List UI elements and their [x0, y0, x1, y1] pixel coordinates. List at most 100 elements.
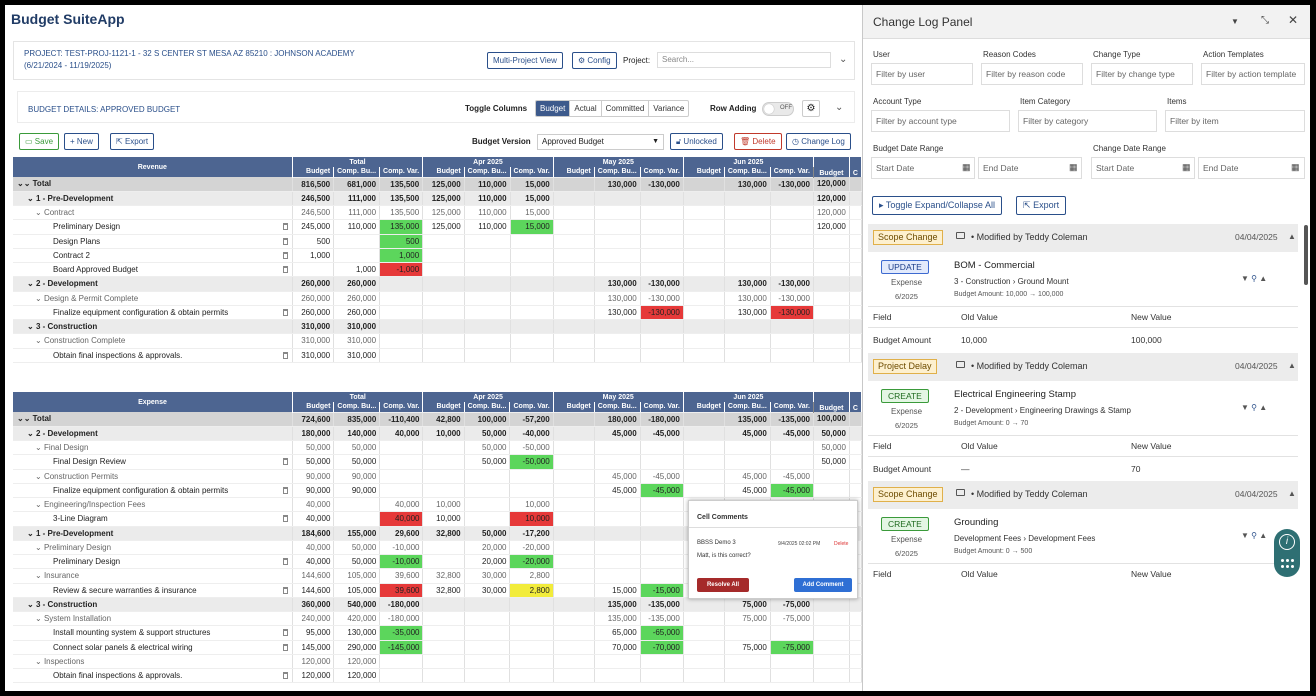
grid-cell[interactable] [812, 668, 850, 684]
trash-icon[interactable] [282, 672, 288, 679]
row-name-cell[interactable]: Preliminary Design [13, 554, 293, 570]
grid-cell[interactable]: -135,000 [640, 597, 684, 613]
save-button[interactable]: ▭ Save [19, 133, 60, 150]
grid-cell[interactable] [770, 319, 814, 335]
chevron-down-icon[interactable]: ⌄ [27, 528, 36, 538]
grid-cell[interactable] [770, 205, 814, 221]
grid-cell[interactable] [640, 348, 684, 363]
grid-cell[interactable] [682, 483, 725, 499]
table-row[interactable]: Obtain final inspections & approvals. 310… [13, 348, 862, 363]
grid-cell[interactable] [422, 454, 465, 470]
grid-cell[interactable]: -65,000 [640, 625, 684, 641]
grid-cell[interactable]: 32,800 [422, 583, 465, 598]
grid-cell[interactable]: 500 [292, 234, 335, 249]
grid-cell[interactable]: 40,000 [379, 511, 424, 527]
grid-cell[interactable] [509, 611, 554, 627]
grid-cell[interactable] [510, 333, 554, 349]
row-name-cell[interactable]: Finalize equipment configuration & obtai… [13, 305, 293, 321]
row-name-cell[interactable]: ⌄ Design & Permit Complete [13, 291, 293, 306]
grid-cell[interactable]: -50,000 [509, 440, 554, 456]
grid-cell[interactable]: 135,000 [594, 597, 641, 613]
grid-cell[interactable]: 40,000 [292, 554, 335, 570]
table-row[interactable]: ⌄ 3 - Construction 310,000 310,000 [13, 319, 862, 335]
grid-cell[interactable] [849, 597, 862, 613]
grid-cell[interactable]: 10,000 [422, 426, 465, 442]
trash-icon[interactable] [282, 251, 288, 259]
grid-cell[interactable]: 32,800 [422, 568, 465, 584]
item-category-input[interactable]: Filter by category [1018, 110, 1157, 132]
grid-cell[interactable]: -130,000 [640, 177, 684, 192]
table-row[interactable]: ⌄ Insurance 144,600 105,000 39,600 32,800 30,… [13, 568, 862, 584]
grid-cell[interactable] [464, 305, 511, 321]
grid-cell[interactable] [509, 668, 554, 684]
grid-cell[interactable]: 90,000 [333, 483, 381, 499]
grid-cell[interactable] [682, 668, 725, 684]
filter-icon[interactable]: ▼ [1241, 403, 1252, 412]
grid-cell[interactable] [594, 668, 641, 684]
row-adding-toggle[interactable]: OFF [762, 102, 794, 116]
grid-cell[interactable] [849, 654, 862, 670]
grid-cell[interactable]: 29,600 [379, 526, 424, 541]
grid-cell[interactable]: -45,000 [770, 426, 814, 442]
row-name-cell[interactable]: ⌄⌄ Total [13, 177, 293, 192]
comment-delete-link[interactable]: Delete [834, 541, 849, 547]
grid-cell[interactable] [552, 568, 595, 584]
grid-cell[interactable] [422, 291, 465, 306]
grid-cell[interactable] [509, 469, 554, 484]
help-widget[interactable]: i [1274, 529, 1300, 577]
grid-cell[interactable] [422, 234, 465, 249]
grid-cell[interactable] [682, 262, 725, 278]
grid-cell[interactable]: -40,000 [509, 426, 554, 442]
grid-cell[interactable] [812, 234, 850, 249]
chevron-down-icon[interactable]: ⌄ [35, 571, 44, 581]
grid-cell[interactable]: 130,000 [594, 291, 641, 306]
grid-cell[interactable] [379, 333, 424, 349]
grid-cell[interactable] [552, 511, 595, 527]
grid-cell[interactable]: 95,000 [292, 625, 335, 641]
trash-icon[interactable] [282, 266, 288, 273]
grid-cell[interactable]: 50,000 [464, 426, 511, 442]
grid-cell[interactable] [464, 625, 511, 641]
table-row[interactable]: ⌄ Design & Permit Complete 260,000 260,000… [13, 291, 862, 306]
entry-header[interactable]: Project Delay • Modified by Teddy Coleman… [868, 353, 1298, 381]
grid-cell[interactable]: -45,000 [770, 483, 814, 499]
grid-cell[interactable]: 420,000 [333, 611, 381, 627]
grid-cell[interactable] [510, 348, 554, 363]
grid-cell[interactable] [849, 305, 862, 321]
grid-cell[interactable]: 260,000 [292, 305, 335, 321]
grid-cell[interactable] [812, 248, 850, 264]
grid-cell[interactable] [640, 248, 684, 264]
grid-cell[interactable] [379, 440, 424, 456]
grid-cell[interactable] [849, 248, 862, 264]
grid-cell[interactable] [422, 668, 465, 684]
chevron-down-icon[interactable]: ⌄ [35, 656, 44, 666]
resolve-all-button[interactable]: Resolve All [697, 578, 749, 592]
grid-cell[interactable] [724, 205, 771, 221]
grid-cell[interactable] [594, 234, 641, 249]
grid-cell[interactable]: 125,000 [422, 191, 465, 207]
grid-cell[interactable]: 360,000 [292, 597, 335, 613]
grid-cell[interactable] [552, 291, 595, 306]
row-name-cell[interactable]: ⌄ 1 - Pre-Development [13, 526, 293, 541]
grid-cell[interactable] [379, 668, 424, 684]
toggle-variance[interactable]: Variance [653, 104, 685, 113]
grid-cell[interactable] [422, 348, 465, 363]
chevron-down-icon[interactable]: ⌄ [35, 208, 44, 218]
grid-cell[interactable]: 130,000 [724, 276, 771, 292]
grid-cell[interactable]: 120,000 [292, 668, 335, 684]
grid-cell[interactable] [682, 333, 725, 349]
row-name-cell[interactable]: Final Design Review [13, 454, 293, 470]
chevron-down-icon[interactable]: ⌄ [27, 322, 36, 332]
grid-cell[interactable] [724, 348, 771, 363]
grid-cell[interactable]: -135,000 [640, 611, 684, 627]
grid-cell[interactable] [594, 526, 641, 541]
grid-cell[interactable] [422, 469, 465, 484]
chevron-down-icon[interactable]: ⌄ [27, 279, 36, 289]
search-icon[interactable]: ⚲ [1251, 403, 1260, 412]
grid-cell[interactable] [682, 412, 725, 427]
grid-cell[interactable] [552, 597, 595, 613]
grid-cell[interactable]: 50,000 [464, 526, 511, 541]
grid-cell[interactable]: -10,000 [379, 554, 424, 570]
change-type-input[interactable]: Filter by change type [1091, 63, 1193, 85]
settings-gear-icon[interactable]: ⚙ [802, 100, 820, 117]
